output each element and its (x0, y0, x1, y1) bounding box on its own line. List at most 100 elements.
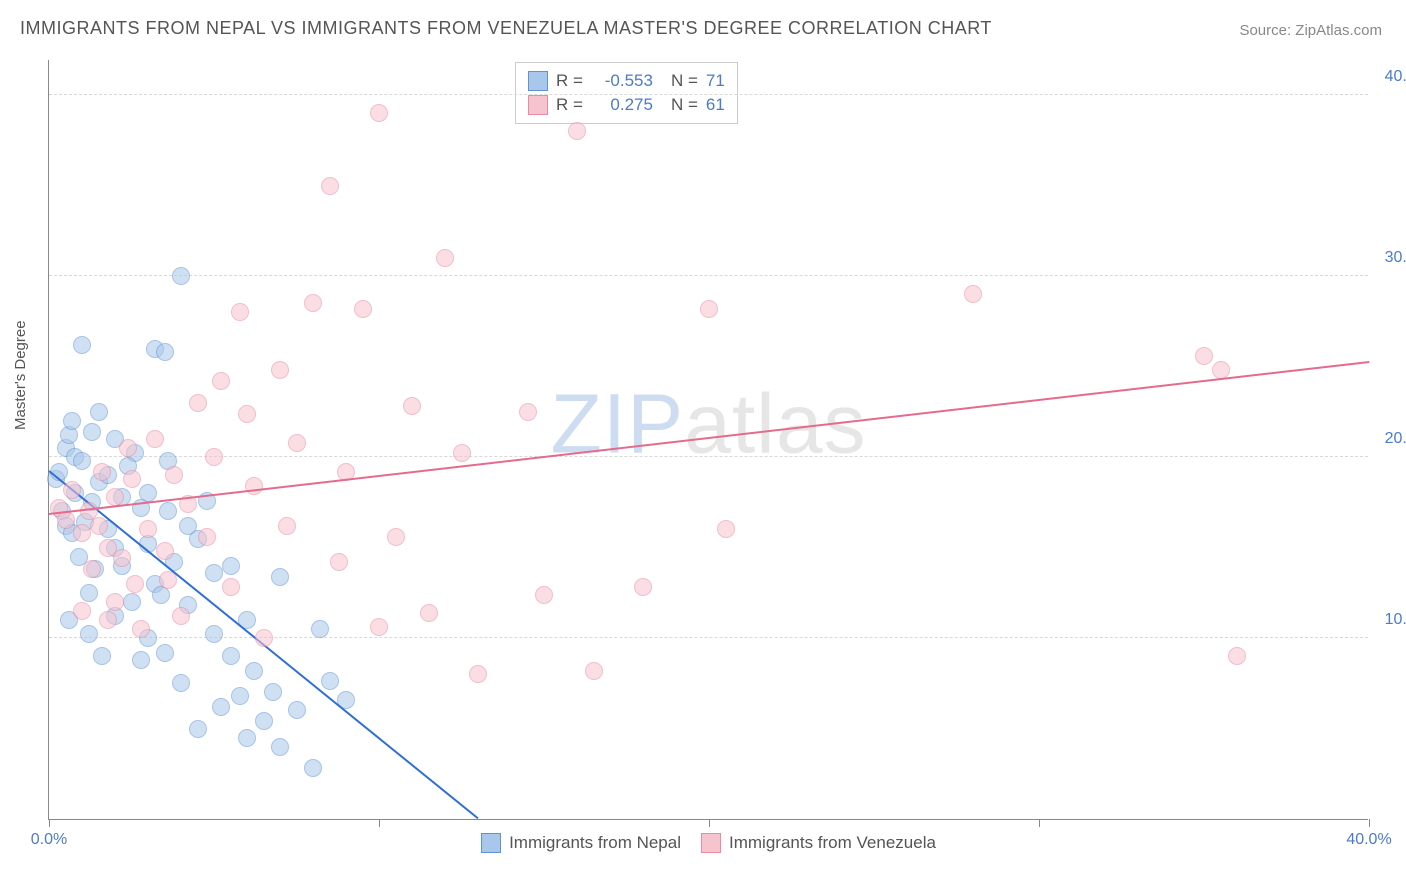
scatter-point (159, 502, 177, 520)
y-tick-label: 20.0% (1385, 430, 1406, 448)
y-axis-label: Master's Degree (12, 320, 29, 430)
r-label: R = (556, 69, 583, 93)
scatter-point (73, 452, 91, 470)
scatter-point (146, 430, 164, 448)
scatter-point (222, 578, 240, 596)
x-tick (1039, 819, 1040, 827)
scatter-point (354, 300, 372, 318)
scatter-point (156, 542, 174, 560)
scatter-point (245, 477, 263, 495)
scatter-point (63, 412, 81, 430)
scatter-point (634, 578, 652, 596)
scatter-point (156, 644, 174, 662)
scatter-point (271, 738, 289, 756)
scatter-point (90, 403, 108, 421)
scatter-point (63, 481, 81, 499)
scatter-point (172, 267, 190, 285)
legend-label: Immigrants from Nepal (509, 833, 681, 853)
legend-stat-row: R = 0.275 N = 61 (528, 93, 725, 117)
scatter-point (90, 517, 108, 535)
scatter-point (93, 463, 111, 481)
scatter-point (80, 584, 98, 602)
scatter-point (198, 528, 216, 546)
gridline-h (49, 94, 1368, 95)
scatter-point (189, 720, 207, 738)
n-value: 61 (706, 93, 725, 117)
scatter-plot-area: ZIPatlas R =-0.553N =71R =0.275N =61 Imm… (48, 60, 1368, 820)
r-value: -0.553 (591, 69, 653, 93)
scatter-point (83, 560, 101, 578)
legend-swatch (528, 95, 548, 115)
chart-title: IMMIGRANTS FROM NEPAL VS IMMIGRANTS FROM… (20, 18, 992, 39)
scatter-point (238, 729, 256, 747)
legend-swatch (701, 833, 721, 853)
gridline-h (49, 275, 1368, 276)
scatter-point (80, 625, 98, 643)
scatter-point (106, 593, 124, 611)
scatter-point (73, 524, 91, 542)
x-tick (379, 819, 380, 827)
scatter-point (585, 662, 603, 680)
legend-item: Immigrants from Nepal (481, 833, 681, 853)
n-label: N = (671, 93, 698, 117)
source-label: Source: ZipAtlas.com (1239, 22, 1382, 39)
scatter-point (568, 122, 586, 140)
y-tick-label: 40.0% (1385, 68, 1406, 86)
scatter-point (172, 674, 190, 692)
scatter-point (179, 517, 197, 535)
r-value: 0.275 (591, 93, 653, 117)
y-tick-label: 10.0% (1385, 611, 1406, 629)
scatter-point (132, 620, 150, 638)
scatter-point (165, 466, 183, 484)
scatter-point (964, 285, 982, 303)
scatter-point (519, 403, 537, 421)
x-tick (1369, 819, 1370, 827)
scatter-point (717, 520, 735, 538)
scatter-point (57, 511, 75, 529)
scatter-point (189, 394, 207, 412)
legend-swatch (528, 71, 548, 91)
trend-line (49, 361, 1369, 515)
x-tick (709, 819, 710, 827)
scatter-point (420, 604, 438, 622)
scatter-point (535, 586, 553, 604)
scatter-point (245, 662, 263, 680)
scatter-point (330, 553, 348, 571)
scatter-point (83, 423, 101, 441)
scatter-point (139, 520, 157, 538)
scatter-point (93, 647, 111, 665)
series-legend: Immigrants from Nepal Immigrants from Ven… (49, 833, 1368, 853)
scatter-point (212, 698, 230, 716)
scatter-point (119, 439, 137, 457)
scatter-point (73, 336, 91, 354)
gridline-h (49, 456, 1368, 457)
n-label: N = (671, 69, 698, 93)
legend-label: Immigrants from Venezuela (729, 833, 936, 853)
scatter-point (113, 549, 131, 567)
scatter-point (453, 444, 471, 462)
scatter-point (278, 517, 296, 535)
scatter-point (156, 343, 174, 361)
scatter-point (271, 361, 289, 379)
scatter-point (321, 177, 339, 195)
scatter-point (288, 434, 306, 452)
legend-item: Immigrants from Venezuela (701, 833, 936, 853)
legend-swatch (481, 833, 501, 853)
scatter-point (255, 629, 273, 647)
scatter-point (700, 300, 718, 318)
r-label: R = (556, 93, 583, 117)
scatter-point (304, 759, 322, 777)
scatter-point (222, 557, 240, 575)
scatter-point (469, 665, 487, 683)
scatter-point (304, 294, 322, 312)
scatter-point (238, 405, 256, 423)
scatter-point (264, 683, 282, 701)
scatter-point (231, 303, 249, 321)
scatter-point (387, 528, 405, 546)
scatter-point (99, 611, 117, 629)
scatter-point (271, 568, 289, 586)
scatter-point (106, 488, 124, 506)
scatter-point (205, 625, 223, 643)
scatter-point (222, 647, 240, 665)
scatter-point (212, 372, 230, 390)
